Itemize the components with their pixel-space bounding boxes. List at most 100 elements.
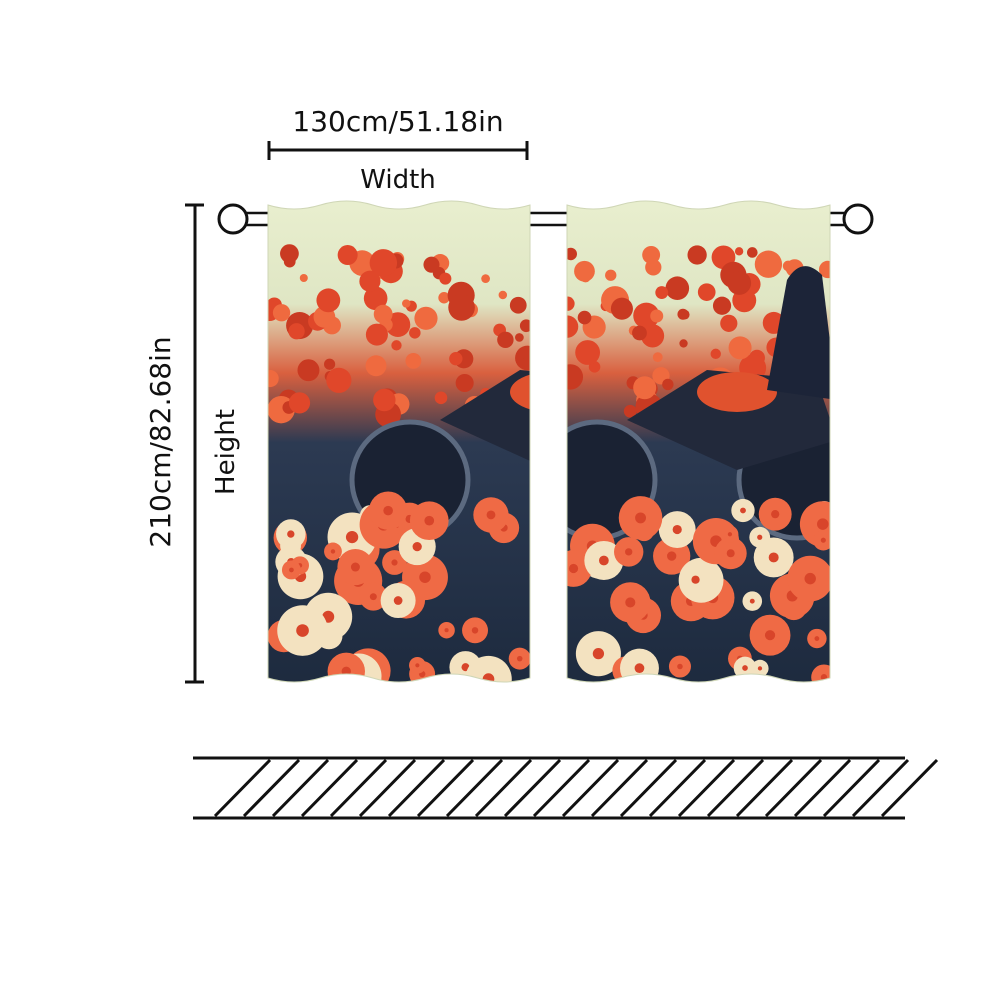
foliage xyxy=(605,269,617,281)
foliage xyxy=(567,364,584,390)
foliage xyxy=(687,245,707,265)
foliage xyxy=(481,274,490,284)
flower-center xyxy=(391,559,398,566)
hatch-line xyxy=(851,758,910,818)
foliage xyxy=(299,273,308,282)
foliage xyxy=(640,324,665,348)
floor-hatch xyxy=(213,758,939,818)
flower-center xyxy=(768,552,779,563)
hatch-line xyxy=(532,758,591,818)
foliage xyxy=(650,309,664,323)
flower-center xyxy=(486,510,496,520)
hatch-line xyxy=(793,758,852,818)
flower-center xyxy=(289,567,294,573)
flower-center xyxy=(412,541,422,552)
foliage xyxy=(385,312,411,337)
hatch-line xyxy=(503,758,562,818)
foliage xyxy=(414,306,438,330)
foliage xyxy=(574,260,595,282)
hatch-line xyxy=(619,758,678,818)
hatch-line xyxy=(706,758,765,818)
foliage xyxy=(509,296,527,314)
foliage xyxy=(632,325,647,341)
height-caption: Height xyxy=(211,409,241,495)
foliage xyxy=(423,256,440,273)
flower-center xyxy=(804,572,816,585)
flower-center xyxy=(749,598,755,604)
foliage xyxy=(448,294,475,321)
hatch-line xyxy=(474,758,533,818)
hatch-line xyxy=(213,758,272,818)
foliage xyxy=(439,272,452,285)
foliage xyxy=(297,359,320,382)
foliage xyxy=(679,339,688,348)
flower-center xyxy=(635,512,646,524)
flower-center xyxy=(350,562,360,572)
flower-center xyxy=(592,648,605,660)
foliage xyxy=(623,404,637,418)
foliage xyxy=(434,391,448,405)
flower-center xyxy=(444,628,449,633)
flower-center xyxy=(598,555,609,566)
width-caption: Width xyxy=(360,165,436,195)
width-label: 130cm/51.18in xyxy=(292,105,503,138)
curtain-panels xyxy=(267,200,831,683)
foliage xyxy=(402,299,411,308)
flower-center xyxy=(677,663,683,670)
flower-center xyxy=(383,505,393,516)
hatch-line xyxy=(300,758,359,818)
flower-center xyxy=(296,624,309,637)
foliage xyxy=(720,314,738,332)
hatch-line xyxy=(648,758,707,818)
foliage xyxy=(677,308,689,320)
foliage xyxy=(575,340,601,365)
flower-center xyxy=(415,663,420,668)
foliage xyxy=(455,373,474,393)
foliage xyxy=(782,260,794,272)
hatch-line xyxy=(590,758,649,818)
foliage xyxy=(734,247,744,256)
foliage xyxy=(283,255,296,268)
flower-center xyxy=(330,549,336,554)
bike-body xyxy=(627,370,830,470)
foliage xyxy=(268,370,279,388)
foliage xyxy=(633,376,657,400)
hatch-line xyxy=(822,758,881,818)
hatch-line xyxy=(880,758,939,818)
flower-center xyxy=(740,507,746,514)
hatch-line xyxy=(387,758,446,818)
foliage xyxy=(326,367,352,393)
hatch-line xyxy=(358,758,417,818)
flower-center xyxy=(345,530,359,544)
flower-center xyxy=(771,510,780,519)
hatch-line xyxy=(764,758,823,818)
panel-outline xyxy=(566,200,831,683)
flower-center xyxy=(516,655,523,662)
panel-print xyxy=(567,201,830,682)
rod-finial xyxy=(217,203,249,235)
foliage xyxy=(324,358,336,370)
foliage xyxy=(316,288,341,313)
foliage xyxy=(498,290,508,300)
flower-center xyxy=(820,537,826,543)
foliage xyxy=(369,249,398,277)
flower-center xyxy=(287,530,295,538)
foliage xyxy=(337,245,358,266)
foliage xyxy=(728,336,752,360)
width-dimension: 130cm/51.18in Width xyxy=(267,105,529,195)
flower-center xyxy=(726,549,735,558)
flower-center xyxy=(471,627,479,634)
hatch-line xyxy=(242,758,301,818)
flower-center xyxy=(568,563,579,574)
flower-center xyxy=(341,666,351,676)
foliage xyxy=(373,304,393,324)
flower-center xyxy=(482,673,495,682)
foliage xyxy=(697,283,716,301)
foliage xyxy=(727,271,752,295)
foliage xyxy=(288,392,311,414)
foliage xyxy=(662,378,674,391)
hatch-line xyxy=(329,758,388,818)
foliage xyxy=(633,302,660,329)
hatch-line xyxy=(416,758,475,818)
floor xyxy=(193,756,939,820)
